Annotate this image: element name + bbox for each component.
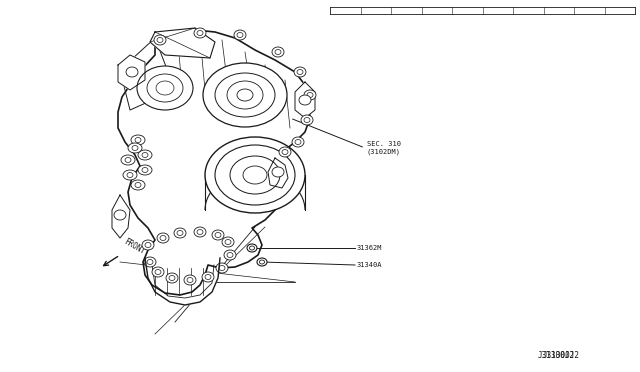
- Ellipse shape: [166, 273, 178, 283]
- Text: J31300J2: J31300J2: [538, 351, 575, 360]
- Text: SEC. 310
(3102DM): SEC. 310 (3102DM): [367, 141, 401, 155]
- Ellipse shape: [184, 275, 196, 285]
- Ellipse shape: [121, 155, 135, 165]
- Ellipse shape: [272, 47, 284, 57]
- Polygon shape: [112, 195, 130, 238]
- Ellipse shape: [292, 137, 304, 147]
- Ellipse shape: [126, 67, 138, 77]
- Text: 31362M: 31362M: [357, 245, 383, 251]
- Ellipse shape: [202, 272, 214, 282]
- Polygon shape: [295, 82, 315, 118]
- Ellipse shape: [301, 115, 313, 125]
- Ellipse shape: [272, 167, 284, 177]
- Ellipse shape: [212, 230, 224, 240]
- Polygon shape: [145, 258, 220, 305]
- Ellipse shape: [194, 28, 206, 38]
- Ellipse shape: [157, 233, 169, 243]
- Ellipse shape: [247, 244, 257, 252]
- Ellipse shape: [154, 35, 166, 45]
- Ellipse shape: [142, 240, 154, 250]
- Ellipse shape: [294, 67, 306, 77]
- Ellipse shape: [123, 170, 137, 180]
- Ellipse shape: [152, 267, 164, 277]
- Ellipse shape: [137, 66, 193, 110]
- Polygon shape: [268, 158, 288, 188]
- Ellipse shape: [299, 95, 311, 105]
- Polygon shape: [150, 28, 215, 58]
- Ellipse shape: [216, 263, 228, 273]
- Ellipse shape: [144, 257, 156, 267]
- Ellipse shape: [304, 90, 316, 100]
- Ellipse shape: [128, 143, 142, 153]
- Text: 31340A: 31340A: [357, 262, 383, 268]
- Ellipse shape: [114, 210, 126, 220]
- Polygon shape: [118, 30, 310, 295]
- Ellipse shape: [131, 180, 145, 190]
- Ellipse shape: [131, 135, 145, 145]
- Ellipse shape: [279, 147, 291, 157]
- Ellipse shape: [222, 237, 234, 247]
- Polygon shape: [118, 55, 145, 90]
- Text: J31300J2: J31300J2: [543, 351, 580, 360]
- Ellipse shape: [234, 30, 246, 40]
- Ellipse shape: [257, 258, 267, 266]
- Ellipse shape: [174, 228, 186, 238]
- Ellipse shape: [205, 137, 305, 213]
- Ellipse shape: [203, 63, 287, 127]
- Ellipse shape: [194, 227, 206, 237]
- Text: FRONT: FRONT: [122, 237, 147, 257]
- Ellipse shape: [138, 165, 152, 175]
- Ellipse shape: [138, 150, 152, 160]
- Ellipse shape: [224, 250, 236, 260]
